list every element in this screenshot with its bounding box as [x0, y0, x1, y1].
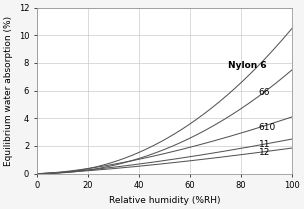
Text: 610: 610: [259, 123, 276, 132]
Text: 12: 12: [259, 148, 270, 157]
X-axis label: Relative humidity (%RH): Relative humidity (%RH): [109, 196, 220, 205]
Text: Nylon 6: Nylon 6: [228, 61, 267, 70]
Text: 66: 66: [259, 88, 270, 97]
Text: 11: 11: [259, 140, 270, 149]
Y-axis label: Equilibrium water absorption (%): Equilibrium water absorption (%): [4, 16, 13, 166]
